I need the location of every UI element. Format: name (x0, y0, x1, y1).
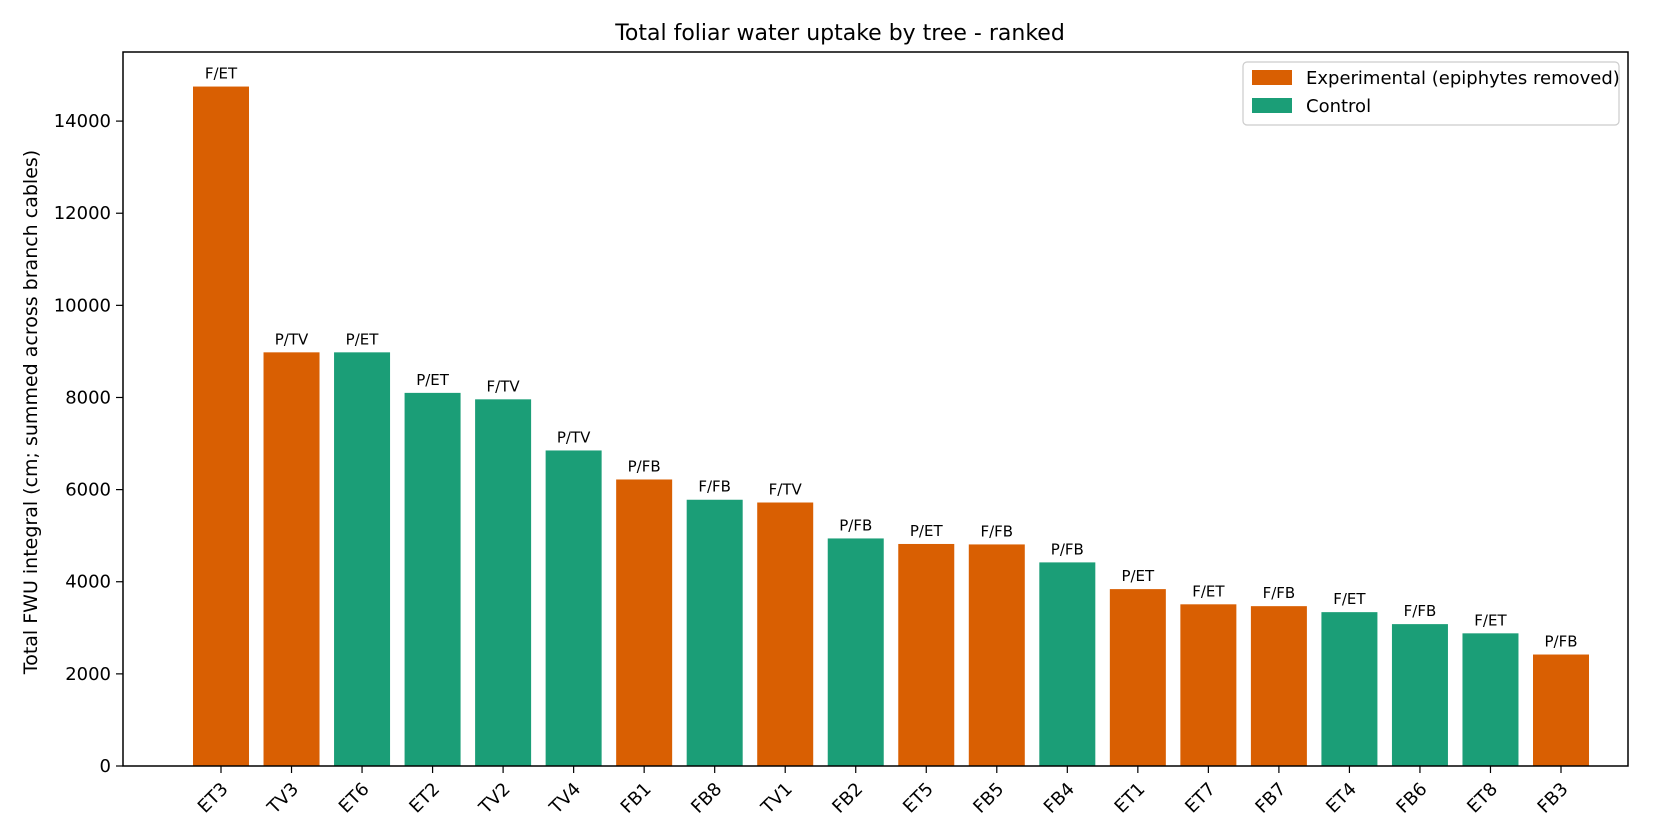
x-tick-label: FB7 (1251, 779, 1290, 818)
bar-label: P/ET (1121, 567, 1155, 585)
x-tick-label: TV4 (545, 779, 585, 819)
bar-label: P/FB (839, 516, 872, 534)
bar-label: P/TV (275, 330, 309, 348)
x-tick-label: FB5 (969, 779, 1008, 818)
bar (263, 352, 320, 766)
bar-label: F/TV (487, 377, 521, 395)
x-tick-label: FB2 (828, 779, 867, 818)
bar-label: P/FB (1051, 540, 1084, 558)
x-tick-label: FB6 (1392, 779, 1431, 818)
bar (968, 544, 1025, 766)
x-tick-label: ET5 (899, 779, 938, 818)
bar (1180, 604, 1237, 766)
y-tick-label: 14000 (54, 111, 111, 132)
bar-label: P/FB (628, 457, 661, 475)
bar (1321, 612, 1378, 766)
bar-label: P/ET (910, 522, 944, 540)
bar (1250, 606, 1307, 766)
x-tick-label: ET8 (1463, 779, 1502, 818)
bar-label: P/TV (557, 428, 591, 446)
bar-label: F/ET (205, 65, 238, 83)
x-tick-label: FB4 (1040, 779, 1079, 818)
bar (686, 499, 743, 766)
x-tick-label: FB1 (617, 779, 656, 818)
legend-frame (1242, 61, 1620, 126)
y-tick-label: 0 (100, 756, 111, 777)
bar-label: P/FB (1544, 633, 1577, 651)
bar (616, 479, 673, 766)
y-tick-label: 2000 (65, 664, 111, 685)
bar-label: F/FB (980, 522, 1013, 540)
bar-label: F/FB (1263, 584, 1296, 602)
x-tick-label: ET6 (335, 779, 374, 818)
legend-entry: Experimental (epiphytes removed) (1306, 68, 1620, 89)
bar (757, 502, 814, 766)
bar (898, 543, 955, 766)
y-tick-label: 8000 (65, 387, 111, 408)
y-axis-label: Total FWU integral (cm; summed across br… (20, 150, 42, 675)
plot-area: 0 2000 4000 6000 8000 10000 12000 14000 F/ET ET3 P… (54, 65, 1589, 819)
bar (1391, 624, 1448, 766)
chart-title: Total foliar water uptake by tree - rank… (614, 21, 1065, 46)
bar-label: F/FB (698, 478, 731, 496)
x-tick-label: FB8 (687, 779, 726, 818)
bar-label: P/ET (416, 371, 450, 389)
bar (1533, 654, 1589, 766)
y-tick-label: 12000 (54, 203, 111, 224)
bar (1109, 589, 1166, 766)
bar (1462, 633, 1519, 766)
bar (404, 392, 461, 766)
bar-label: F/TV (769, 481, 803, 499)
bar (1039, 562, 1096, 766)
plot-frame (122, 51, 1629, 767)
legend-entry: Control (1306, 96, 1371, 117)
bar (334, 352, 391, 766)
x-tick-label: TV1 (757, 779, 797, 819)
bar (193, 86, 249, 766)
y-tick-label: 10000 (54, 295, 111, 316)
bar-label: P/ET (346, 330, 380, 348)
bar-label: F/ET (1192, 582, 1225, 600)
bar-label: F/ET (1474, 611, 1507, 629)
x-tick-label: FB3 (1534, 779, 1573, 818)
bar (545, 450, 602, 766)
x-tick-label: ET3 (194, 779, 233, 818)
bar (827, 538, 884, 766)
bar (475, 399, 532, 766)
x-tick-label: TV3 (263, 779, 303, 819)
x-tick-label: ET1 (1111, 779, 1150, 818)
legend-swatch (1252, 98, 1292, 113)
bar-label: F/ET (1333, 590, 1366, 608)
bar-label: F/FB (1404, 602, 1437, 620)
y-tick-label: 4000 (65, 572, 111, 593)
y-tick-label: 6000 (65, 480, 111, 501)
x-tick-label: ET2 (405, 779, 444, 818)
x-tick-label: TV2 (475, 779, 515, 819)
x-tick-label: ET7 (1181, 779, 1220, 818)
legend-swatch (1252, 70, 1292, 85)
x-tick-label: ET4 (1322, 779, 1361, 818)
legend: Experimental (epiphytes removed) Control (1242, 61, 1620, 126)
